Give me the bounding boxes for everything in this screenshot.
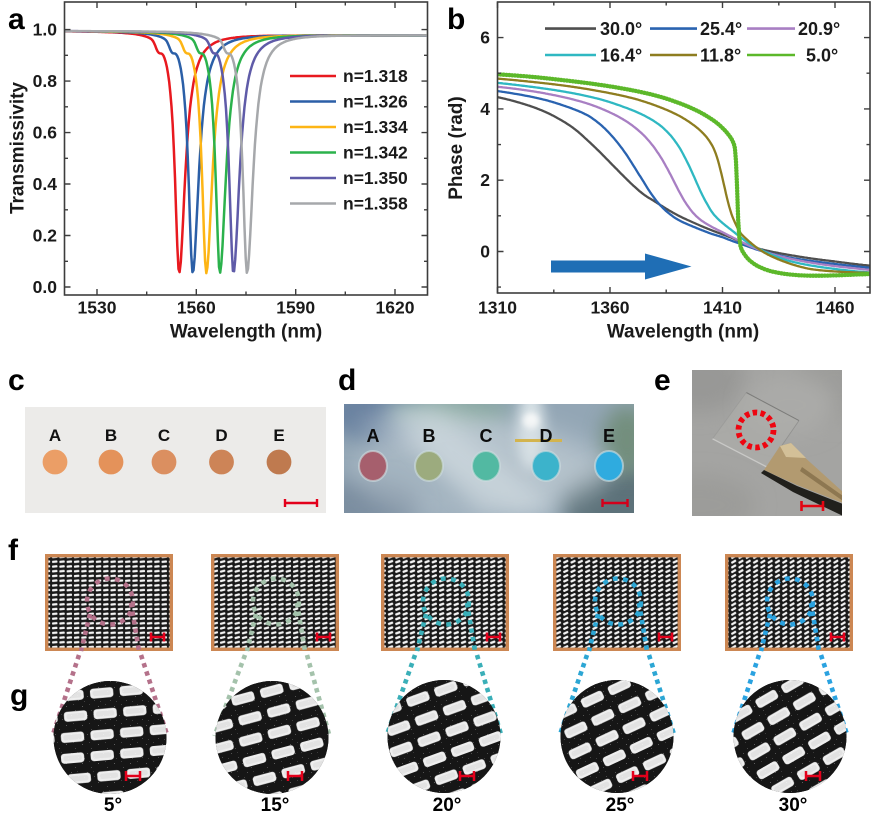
svg-text:a: a	[8, 3, 25, 36]
svg-text:n=1.350: n=1.350	[343, 168, 408, 188]
svg-text:2: 2	[480, 170, 490, 190]
svg-text:0: 0	[480, 242, 490, 262]
svg-text:0.2: 0.2	[33, 226, 58, 246]
svg-text:30.0°: 30.0°	[600, 19, 642, 39]
svg-text:1360: 1360	[591, 298, 630, 318]
svg-text:30°: 30°	[779, 795, 808, 814]
svg-text:25.4°: 25.4°	[700, 19, 742, 39]
svg-text:b: b	[447, 3, 465, 36]
svg-text:B: B	[423, 426, 436, 446]
svg-text:g: g	[10, 679, 28, 712]
svg-text:5.0°: 5.0°	[806, 46, 838, 66]
svg-text:1.0: 1.0	[33, 20, 58, 40]
svg-text:25°: 25°	[606, 795, 635, 814]
svg-text:1460: 1460	[816, 298, 855, 318]
svg-text:n=1.342: n=1.342	[343, 143, 408, 163]
svg-text:20°: 20°	[433, 795, 462, 814]
svg-text:Phase (rad): Phase (rad)	[446, 96, 467, 199]
svg-text:d: d	[338, 364, 356, 397]
svg-text:A: A	[49, 426, 61, 445]
svg-text:11.8°: 11.8°	[700, 46, 741, 66]
svg-text:0.0: 0.0	[33, 277, 58, 297]
svg-text:0.4: 0.4	[33, 174, 58, 194]
svg-text:0.6: 0.6	[33, 123, 58, 143]
svg-text:C: C	[158, 426, 170, 445]
svg-text:5°: 5°	[104, 795, 122, 814]
svg-text:n=1.326: n=1.326	[343, 92, 408, 112]
svg-text:1410: 1410	[703, 298, 742, 318]
svg-text:D: D	[540, 426, 553, 446]
svg-text:n=1.358: n=1.358	[343, 194, 408, 214]
svg-text:16.4°: 16.4°	[600, 46, 642, 66]
svg-text:C: C	[480, 426, 493, 446]
svg-text:E: E	[603, 426, 615, 446]
svg-text:0.8: 0.8	[33, 71, 58, 91]
svg-text:15°: 15°	[261, 795, 290, 814]
svg-text:f: f	[8, 534, 19, 567]
svg-text:n=1.334: n=1.334	[343, 117, 408, 137]
svg-text:e: e	[654, 364, 671, 397]
svg-text:n=1.318: n=1.318	[343, 66, 408, 86]
svg-text:1560: 1560	[177, 298, 216, 318]
svg-text:D: D	[215, 426, 227, 445]
svg-text:Wavelength (nm): Wavelength (nm)	[170, 322, 322, 343]
svg-text:E: E	[273, 426, 284, 445]
svg-text:6: 6	[480, 28, 490, 48]
svg-text:20.9°: 20.9°	[798, 19, 840, 39]
svg-text:1590: 1590	[276, 298, 315, 318]
svg-text:Transmissivity: Transmissivity	[8, 82, 29, 214]
svg-text:1530: 1530	[78, 298, 117, 318]
svg-text:Wavelength (nm): Wavelength (nm)	[607, 322, 759, 343]
svg-text:1620: 1620	[376, 298, 415, 318]
svg-text:B: B	[105, 426, 117, 445]
svg-text:4: 4	[480, 99, 490, 119]
svg-text:A: A	[367, 426, 380, 446]
svg-text:c: c	[8, 364, 25, 397]
svg-text:1310: 1310	[478, 298, 517, 318]
